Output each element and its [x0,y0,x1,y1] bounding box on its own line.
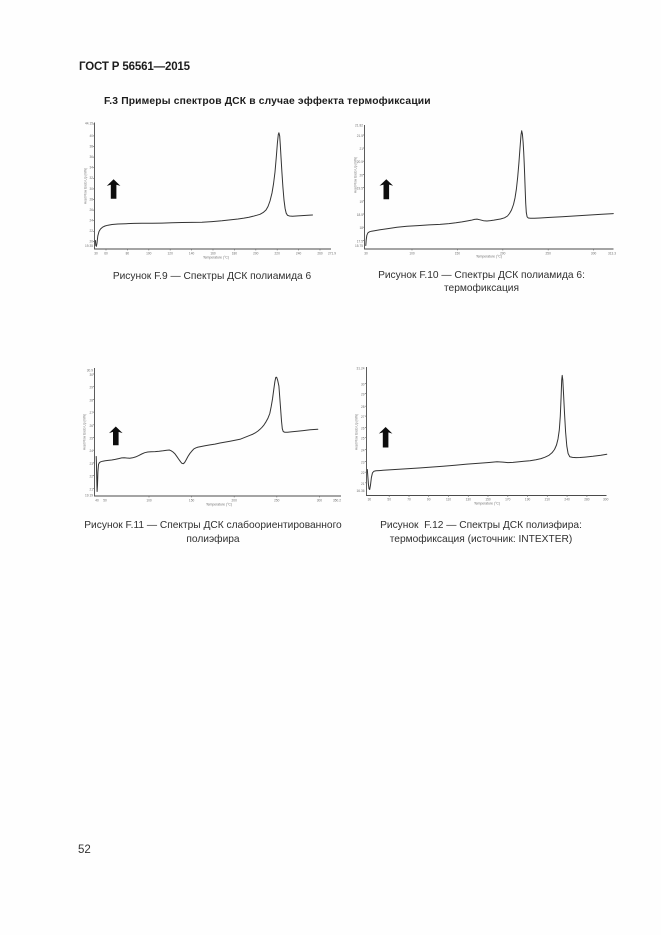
svg-text:28: 28 [361,405,365,409]
svg-text:44.15: 44.15 [85,122,93,126]
svg-text:28: 28 [89,398,93,402]
svg-text:17.5: 17.5 [357,239,363,243]
svg-text:250: 250 [546,252,552,256]
svg-text:40: 40 [89,134,93,138]
svg-text:90: 90 [427,498,431,502]
svg-text:300: 300 [603,498,609,502]
svg-text:150: 150 [455,252,461,256]
svg-text:220: 220 [275,252,281,256]
svg-text:50: 50 [103,499,107,503]
svg-text:26: 26 [89,424,93,428]
svg-text:Heat Flow Endo Up (mW): Heat Flow Endo Up (mW) [355,414,359,450]
svg-text:29: 29 [361,392,365,396]
svg-text:18.5: 18.5 [357,213,363,217]
svg-text:200: 200 [500,252,506,256]
svg-text:30.9: 30.9 [87,369,93,373]
svg-text:Temperature (°C): Temperature (°C) [203,256,229,260]
svg-text:32: 32 [89,176,93,180]
svg-text:22: 22 [89,229,93,233]
svg-text:100: 100 [409,252,415,256]
svg-text:210: 210 [545,498,551,502]
svg-text:170: 170 [505,498,511,502]
svg-text:24: 24 [361,448,365,452]
svg-text:26: 26 [89,208,93,212]
svg-text:300: 300 [591,252,597,256]
svg-text:21: 21 [89,487,93,491]
svg-text:19.19: 19.19 [85,494,93,498]
svg-text:21: 21 [359,147,363,151]
svg-text:260: 260 [317,252,323,256]
svg-text:20: 20 [89,240,93,244]
svg-text:38: 38 [89,145,93,149]
svg-text:110: 110 [446,498,451,502]
svg-text:19.35: 19.35 [85,244,93,248]
svg-text:21: 21 [361,482,365,486]
svg-text:30: 30 [368,498,372,502]
svg-text:100: 100 [146,499,152,503]
svg-text:Temperature (°C): Temperature (°C) [206,503,232,507]
svg-text:25: 25 [361,436,365,440]
svg-text:30: 30 [364,252,368,256]
svg-text:27: 27 [89,411,93,415]
svg-text:23: 23 [89,462,93,466]
svg-text:30: 30 [89,187,93,191]
svg-text:Heat Flow Endo Up (mW): Heat Flow Endo Up (mW) [354,157,358,193]
svg-text:25: 25 [89,437,93,441]
svg-text:80: 80 [126,252,130,256]
svg-text:Temperature (°C): Temperature (°C) [476,255,502,259]
svg-text:190: 190 [525,498,531,502]
svg-text:240: 240 [564,498,570,502]
svg-text:18: 18 [359,226,363,230]
svg-text:180: 180 [232,252,238,256]
svg-text:30: 30 [361,383,365,387]
svg-text:30: 30 [94,252,98,256]
svg-text:19.5: 19.5 [357,187,363,191]
svg-text:250: 250 [274,499,280,503]
svg-text:19: 19 [359,200,363,204]
svg-text:271.9: 271.9 [328,252,336,256]
svg-text:29: 29 [89,386,93,390]
svg-text:26: 26 [361,427,365,431]
svg-text:313.3: 313.3 [608,252,616,256]
svg-text:Heat Flow Endo Up (mW): Heat Flow Endo Up (mW) [83,414,87,450]
svg-text:22: 22 [361,471,365,475]
svg-text:Heat Flow Endo Up (mW): Heat Flow Endo Up (mW) [84,168,88,204]
svg-text:240: 240 [296,252,302,256]
svg-text:30: 30 [89,373,93,377]
svg-text:22: 22 [89,475,93,479]
svg-text:21.82: 21.82 [355,124,363,128]
svg-text:20: 20 [359,173,363,177]
svg-text:36: 36 [89,155,93,159]
svg-text:150: 150 [485,498,491,502]
svg-text:24: 24 [89,449,93,453]
svg-text:24: 24 [89,219,93,223]
svg-text:15.75: 15.75 [355,244,363,248]
svg-text:27: 27 [361,415,365,419]
svg-text:40: 40 [95,499,99,503]
svg-text:70: 70 [407,498,411,502]
svg-text:200: 200 [253,252,259,256]
svg-text:300: 300 [317,499,323,503]
svg-text:50: 50 [387,498,391,502]
svg-text:150: 150 [189,499,195,503]
svg-text:20.5: 20.5 [357,160,363,164]
svg-text:Temperature (°C): Temperature (°C) [474,502,500,506]
svg-text:21.5: 21.5 [357,134,363,138]
svg-text:60: 60 [104,252,108,256]
svg-text:100: 100 [146,252,152,256]
svg-text:34: 34 [89,166,93,170]
svg-text:350.2: 350.2 [333,499,341,503]
svg-text:23: 23 [361,461,365,465]
svg-text:140: 140 [189,252,195,256]
svg-text:31.24: 31.24 [357,367,365,371]
svg-text:160: 160 [210,252,216,256]
svg-text:280: 280 [584,498,590,502]
svg-text:120: 120 [168,252,174,256]
svg-text:16.36: 16.36 [357,489,365,493]
svg-text:130: 130 [466,498,472,502]
svg-text:28: 28 [89,197,93,201]
svg-text:200: 200 [232,499,238,503]
